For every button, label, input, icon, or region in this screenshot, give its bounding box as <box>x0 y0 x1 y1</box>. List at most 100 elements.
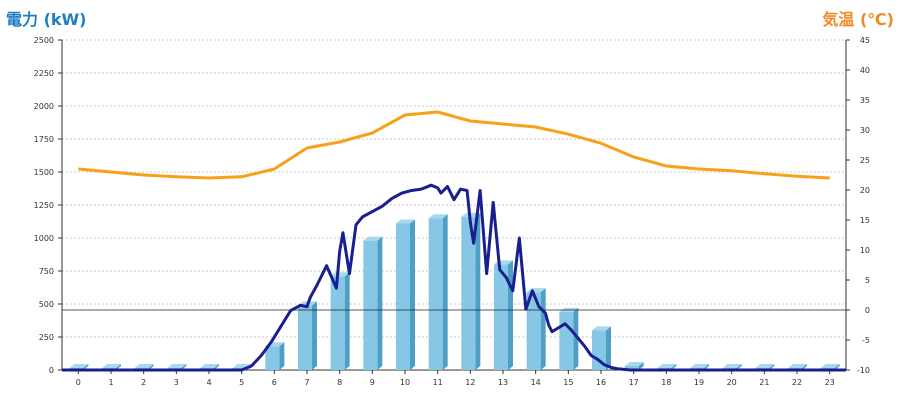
x-tick-label: 5 <box>239 378 244 387</box>
x-tick-label: 0 <box>76 378 81 387</box>
left-tick-label: 500 <box>39 300 54 309</box>
bar-front <box>363 240 378 370</box>
bar-front <box>428 218 443 370</box>
bar-front <box>298 305 312 370</box>
right-tick-label: 20 <box>860 186 870 195</box>
bar-side <box>540 288 546 370</box>
bar-side <box>410 219 415 370</box>
bar-side <box>442 214 448 370</box>
bar-top <box>396 219 415 224</box>
left-tick-label: 2500 <box>34 36 54 45</box>
bar-front <box>396 223 410 370</box>
bar-side <box>377 236 383 370</box>
bar-top <box>200 364 219 369</box>
bar-top <box>722 364 742 369</box>
bar <box>330 272 350 370</box>
left-tick-label: 1750 <box>34 135 54 144</box>
right-tick-label: -5 <box>862 336 870 345</box>
x-tick-label: 20 <box>727 378 737 387</box>
right-tick-label: 35 <box>860 96 870 105</box>
bar-top <box>755 364 775 369</box>
right-tick-label: 45 <box>860 36 870 45</box>
x-tick-label: 13 <box>498 378 508 387</box>
x-tick-label: 9 <box>370 378 375 387</box>
bar-side <box>312 301 317 370</box>
bar-side <box>638 362 644 370</box>
bar-side <box>475 212 481 370</box>
x-tick-label: 2 <box>141 378 146 387</box>
bar-top <box>820 364 840 369</box>
power-line <box>62 183 846 372</box>
x-tick-label: 19 <box>694 378 704 387</box>
bar-top <box>624 362 644 367</box>
bar-top <box>69 364 89 369</box>
bar-side <box>344 272 350 370</box>
right-tick-label: 5 <box>865 276 870 285</box>
x-tick-label: 15 <box>563 378 573 387</box>
right-tick-label: 25 <box>860 156 870 165</box>
right-tick-label: 30 <box>860 126 870 135</box>
right-tick-label: 15 <box>860 216 870 225</box>
bar-front <box>592 330 606 370</box>
x-tick-label: 7 <box>304 378 309 387</box>
bar-top <box>428 214 448 219</box>
right-tick-label: -10 <box>857 366 870 375</box>
right-axis-title: 気温 (℃) <box>822 10 894 29</box>
bar-side <box>573 307 579 370</box>
bar <box>624 362 644 370</box>
x-tick-label: 12 <box>465 378 475 387</box>
x-tick-label: 8 <box>337 378 342 387</box>
bar-side <box>606 326 611 370</box>
bar-front <box>624 366 639 370</box>
x-tick-label: 22 <box>792 378 802 387</box>
bar-side <box>279 342 285 370</box>
bar-front <box>494 264 508 370</box>
x-tick-label: 14 <box>531 378 541 387</box>
bar-front <box>461 216 476 370</box>
temperature-line <box>78 110 830 180</box>
x-tick-label: 16 <box>596 378 606 387</box>
x-tick-label: 4 <box>206 378 211 387</box>
x-tick-label: 10 <box>400 378 410 387</box>
bar-top <box>102 364 121 369</box>
bar-top <box>592 326 611 331</box>
right-tick-label: 40 <box>860 66 870 75</box>
bar <box>298 301 317 370</box>
bar <box>428 214 448 370</box>
x-tick-label: 18 <box>661 378 671 387</box>
bar-front <box>526 292 541 370</box>
bar <box>559 307 579 370</box>
bar <box>396 219 415 370</box>
bar <box>265 342 285 370</box>
bar-front <box>559 311 574 370</box>
bar-top <box>363 236 383 241</box>
x-tick-label: 1 <box>108 378 113 387</box>
bar <box>363 236 383 370</box>
x-tick-label: 11 <box>433 378 443 387</box>
bar-front <box>265 346 280 370</box>
right-tick-label: 10 <box>860 246 870 255</box>
bar-top <box>167 364 187 369</box>
bar <box>592 326 611 370</box>
bar-side <box>508 260 513 370</box>
bar-top <box>690 364 709 369</box>
x-tick-label: 21 <box>759 378 769 387</box>
x-tick-label: 23 <box>825 378 835 387</box>
left-tick-label: 2000 <box>34 102 54 111</box>
bar-top <box>134 364 154 369</box>
left-tick-label: 250 <box>39 333 54 342</box>
right-tick-label: 0 <box>865 306 870 315</box>
x-tick-label: 3 <box>174 378 179 387</box>
left-tick-label: 750 <box>39 267 54 276</box>
x-tick-label: 6 <box>272 378 277 387</box>
x-tick-label: 17 <box>629 378 639 387</box>
bar <box>494 260 513 370</box>
left-tick-label: 2250 <box>34 69 54 78</box>
left-tick-label: 1000 <box>34 234 54 243</box>
left-tick-label: 1250 <box>34 201 54 210</box>
bar-top <box>330 272 350 277</box>
bar-top <box>788 364 807 369</box>
bar-front <box>330 276 345 370</box>
left-tick-label: 0 <box>49 366 54 375</box>
